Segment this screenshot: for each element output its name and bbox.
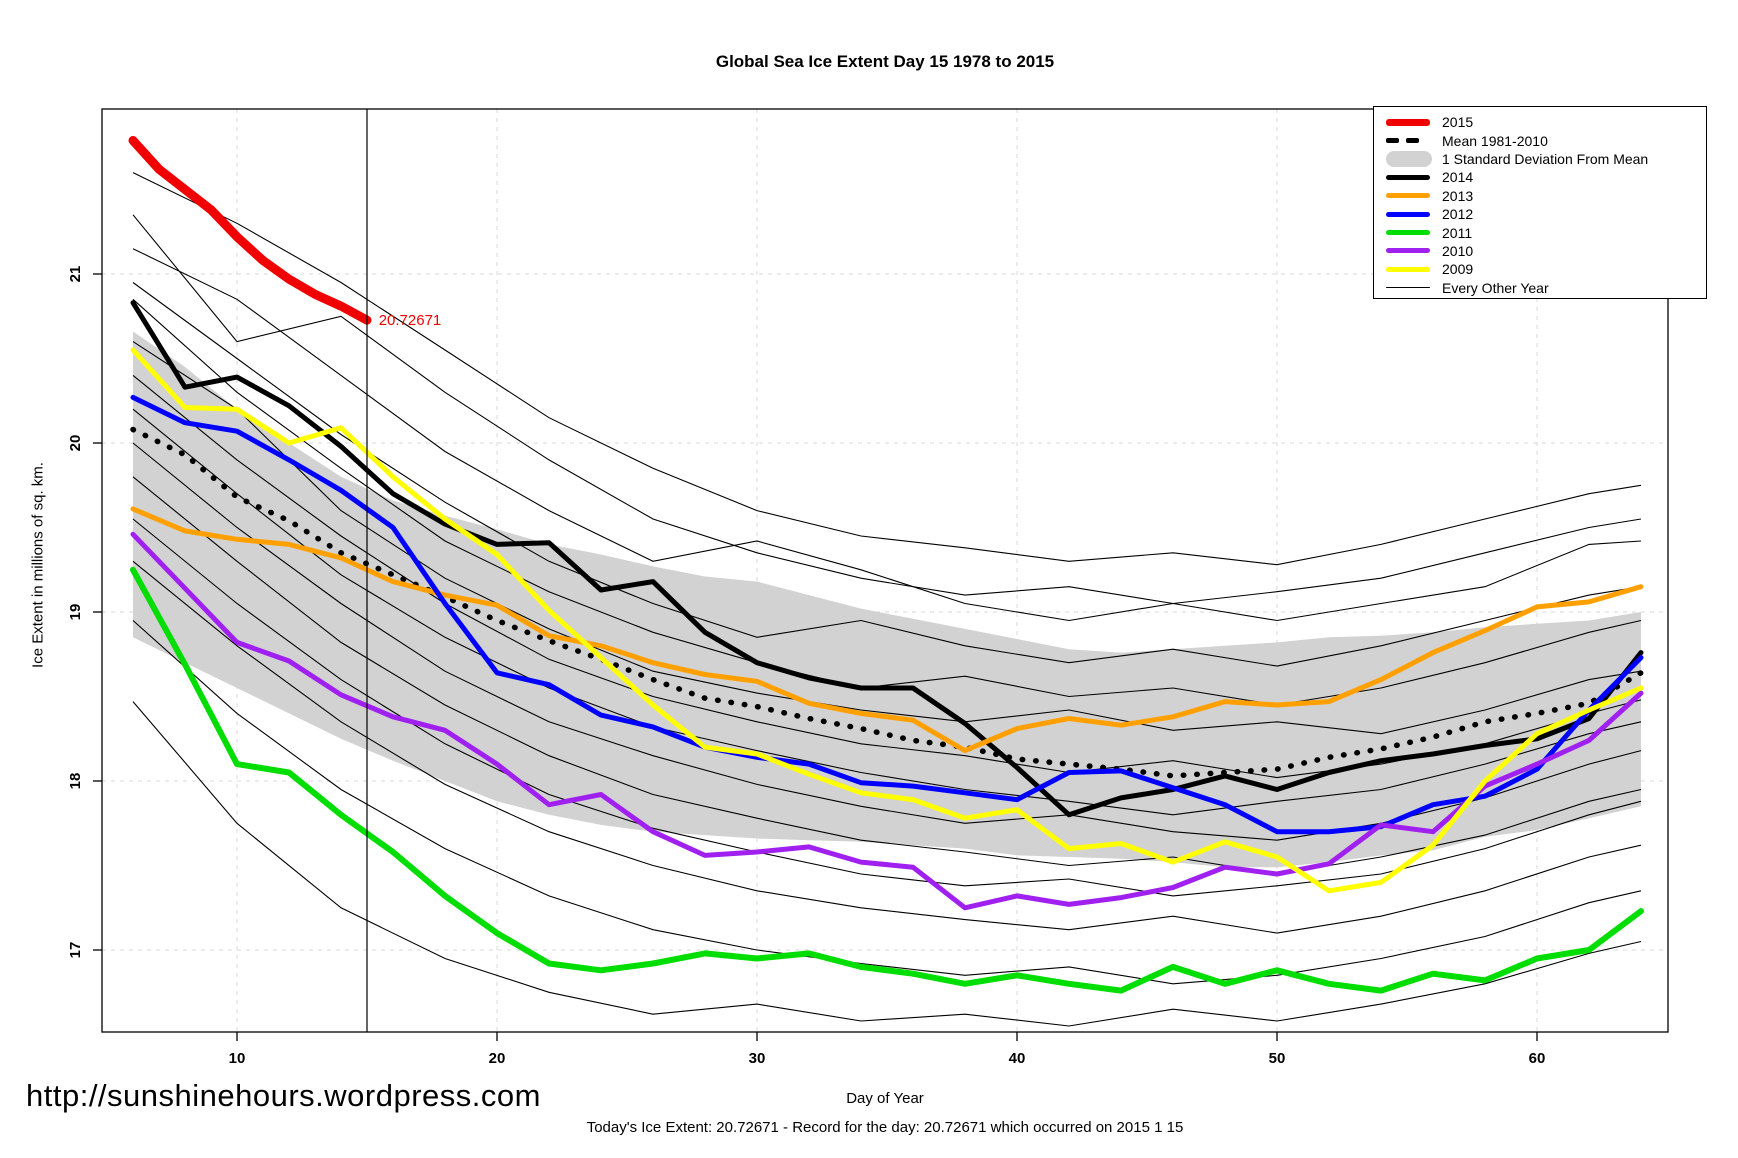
legend-swatch (1386, 193, 1432, 199)
every-other-year-line (132, 701, 1642, 1027)
legend-swatch (1386, 248, 1432, 254)
x-tick-label: 50 (1269, 1050, 1286, 1067)
y-tick-label: 20 (67, 435, 84, 452)
legend-item-2014: 2014 (1386, 168, 1706, 186)
y-tick-label: 17 (67, 942, 84, 959)
year-line-2011 (130, 566, 1644, 994)
legend-item-2009: 2009 (1386, 260, 1706, 278)
every-other-year-line (132, 298, 1642, 706)
legend-label: Every Other Year (1442, 279, 1549, 296)
legend-item-1-standard-deviation-from-mean: 1 Standard Deviation From Mean (1386, 150, 1706, 168)
legend-label: 2013 (1442, 187, 1474, 204)
legend-swatch (1386, 286, 1432, 289)
every-other-year-line (132, 172, 1642, 566)
legend-label: 2010 (1442, 242, 1474, 259)
status-line: Today's Ice Extent: 20.72671 - Record fo… (586, 1119, 1184, 1136)
year-line-2015 (128, 136, 372, 325)
x-tick-label: 30 (749, 1050, 766, 1067)
legend-item-mean-1981-2010: Mean 1981-2010 (1386, 131, 1706, 149)
legend-item-2015: 2015 (1386, 113, 1706, 131)
legend-item-every-other-year: Every Other Year (1386, 279, 1706, 297)
legend-label: 2012 (1442, 206, 1474, 223)
legend-item-2011: 2011 (1386, 223, 1706, 241)
every-other-year-line (132, 442, 1642, 841)
y-tick-label: 21 (67, 266, 84, 283)
legend-swatch (1386, 118, 1432, 126)
every-other-year-line (132, 620, 1642, 985)
x-tick-label: 40 (1009, 1050, 1026, 1067)
watermark-url: http://sunshinehours.wordpress.com (26, 1078, 541, 1113)
page-title: Global Sea Ice Extent Day 15 1978 to 201… (715, 52, 1055, 71)
legend-item-2010: 2010 (1386, 242, 1706, 260)
every-other-year-line (132, 248, 1642, 622)
legend-label: 2015 (1442, 114, 1474, 131)
year-line-mean-1981-2010 (130, 426, 1644, 779)
year-line-2014 (130, 300, 1644, 818)
year-line-2012 (130, 394, 1644, 835)
year-line-2013 (130, 506, 1644, 754)
record-value-annotation: 20.72671 (379, 312, 442, 329)
plot-frame (101, 108, 1669, 1033)
x-axis-title: Day of Year (846, 1090, 924, 1107)
legend-swatch (1386, 266, 1432, 272)
legend-label: 2009 (1442, 261, 1474, 278)
legend-label: 2014 (1442, 169, 1474, 186)
legend: 2015 Mean 1981-2010 1 Standard Deviation F… (1373, 106, 1707, 299)
legend-item-2013: 2013 (1386, 187, 1706, 205)
every-other-year-line (132, 560, 1642, 934)
legend-item-2012: 2012 (1386, 205, 1706, 223)
legend-label: 1 Standard Deviation From Mean (1442, 150, 1649, 167)
legend-swatch (1386, 174, 1432, 180)
std-dev-band (133, 331, 1641, 868)
y-tick-label: 18 (67, 773, 84, 790)
legend-label: 2011 (1442, 224, 1473, 241)
every-other-year-line (132, 341, 1642, 735)
legend-swatch (1386, 138, 1432, 144)
legend-label: Mean 1981-2010 (1442, 132, 1548, 149)
x-tick-label: 10 (229, 1050, 246, 1067)
y-tick-label: 19 (67, 604, 84, 621)
every-other-year-line (132, 408, 1642, 816)
every-other-year-line (132, 282, 1642, 667)
legend-swatch (1386, 211, 1432, 217)
legend-swatch (1386, 230, 1432, 236)
legend-swatch (1386, 150, 1432, 167)
x-tick-label: 20 (489, 1050, 506, 1067)
every-other-year-line (132, 518, 1642, 897)
year-line-2010 (130, 531, 1644, 911)
year-line-2009 (130, 347, 1644, 894)
x-tick-label: 60 (1529, 1050, 1546, 1067)
